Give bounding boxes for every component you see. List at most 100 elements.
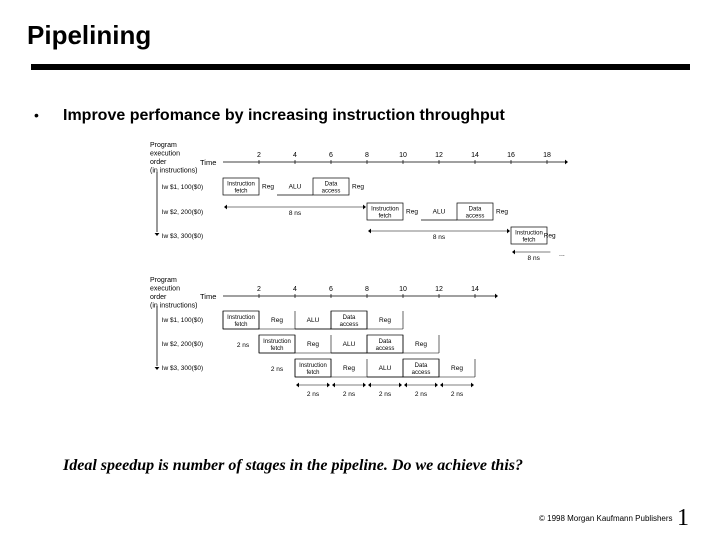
top-interval-arrow [224, 204, 227, 210]
top-instruction-fetch-box [366, 202, 404, 221]
top-data-access-box [456, 202, 494, 221]
top-instruction-fetch-label: Instruction [227, 182, 255, 188]
bottom-data-access-label: Data [415, 363, 428, 369]
top-tick-label: 8 [365, 152, 369, 159]
bottom-instruction-label: lw $2, 200($0) [162, 341, 203, 348]
top-interval-arrow [363, 204, 366, 210]
bottom-instruction-fetch-label: fetch [270, 346, 283, 352]
bottom-tick-label: 10 [399, 286, 407, 293]
top-interval-label: 8 ns [289, 210, 302, 217]
top-axis-header-line: order [150, 159, 167, 166]
top-reg-label: Reg [544, 233, 556, 240]
top-data-access-label: Data [469, 207, 482, 213]
bottom-instruction-fetch-label: fetch [234, 322, 247, 328]
bottom-offset-label: 2 ns [271, 366, 284, 373]
bottom-reg-label: Reg [307, 341, 319, 348]
top-alu-label: ALU [433, 209, 446, 216]
bottom-interval-arrow [435, 382, 438, 388]
top-ellipsis: ... [559, 251, 565, 258]
bullet-text: Improve perfomance by increasing instruc… [63, 107, 505, 124]
bottom-axis-header-line: execution [150, 286, 180, 293]
bottom-data-access-label: Data [379, 339, 392, 345]
top-time-label: Time [200, 158, 216, 167]
bottom-instruction-fetch-label: Instruction [227, 315, 255, 321]
top-interval-arrow [512, 249, 515, 255]
bottom-data-access-label: access [412, 370, 431, 376]
bottom-time-label: Time [200, 292, 216, 301]
top-reg-label: Reg [496, 209, 508, 216]
top-interval-label: 8 ns [433, 234, 446, 241]
bottom-time-axis-arrow [495, 293, 498, 299]
page-number: 1 [677, 505, 689, 531]
bottom-axis-header-line: Program [150, 277, 177, 284]
bottom-instruction-fetch-label: fetch [306, 370, 319, 376]
top-instruction-label: lw $2, 200($0) [162, 209, 203, 216]
bottom-axis-header-line: order [150, 294, 167, 301]
bottom-interval-arrow [404, 382, 407, 388]
top-instruction-fetch-label: fetch [378, 214, 391, 220]
top-interval-arrow [507, 228, 510, 234]
top-data-access-label: access [466, 214, 485, 220]
bottom-interval-arrow [327, 382, 330, 388]
top-interval-arrow [368, 228, 371, 234]
bottom-alu-label: ALU [343, 341, 356, 348]
bottom-interval-label: 2 ns [415, 391, 428, 398]
top-order-axis-arrow [154, 233, 160, 236]
top-tick-label: 18 [543, 152, 551, 159]
bottom-reg-label: Reg [451, 365, 463, 372]
bottom-interval-arrow [332, 382, 335, 388]
bottom-data-access-label: access [340, 322, 359, 328]
top-axis-header-line: execution [150, 151, 180, 158]
top-tick-label: 10 [399, 152, 407, 159]
bottom-tick-label: 6 [329, 286, 333, 293]
top-instruction-fetch-label: Instruction [371, 207, 399, 213]
bottom-tick-label: 12 [435, 286, 443, 293]
bottom-interval-arrow [363, 382, 366, 388]
bottom-tick-label: 4 [293, 286, 297, 293]
bottom-instruction-fetch-label: Instruction [263, 339, 291, 345]
bottom-tick-label: 8 [365, 286, 369, 293]
top-reg-label: Reg [262, 184, 274, 191]
top-instruction-label: lw $3, 300($0) [162, 233, 203, 240]
top-data-access-label: Data [325, 182, 338, 188]
top-tick-label: 12 [435, 152, 443, 159]
bottom-interval-arrow [296, 382, 299, 388]
top-axis-header-line: Program [150, 142, 177, 149]
bottom-reg-label: Reg [271, 317, 283, 324]
copyright: © 1998 Morgan Kaufmann Publishers [539, 514, 673, 523]
bottom-data-access-label: access [376, 346, 395, 352]
top-alu-label: ALU [289, 184, 302, 191]
bottom-instruction-label: lw $1, 100($0) [162, 317, 203, 324]
top-tick-label: 14 [471, 152, 479, 159]
bottom-reg-label: Reg [343, 365, 355, 372]
bottom-interval-arrow [471, 382, 474, 388]
caption: Ideal speedup is number of stages in the… [63, 457, 523, 474]
bottom-interval-label: 2 ns [343, 391, 356, 398]
slide-title: Pipelining [27, 20, 152, 50]
bottom-interval-label: 2 ns [379, 391, 392, 398]
bottom-interval-label: 2 ns [307, 391, 320, 398]
bottom-interval-arrow [399, 382, 402, 388]
top-axis-header-line: (in instructions) [150, 168, 197, 175]
bottom-instruction-label: lw $3, 300($0) [162, 365, 203, 372]
bottom-interval-arrow [440, 382, 443, 388]
bottom-reg-label: Reg [379, 317, 391, 324]
top-interval-label: 8 ns [528, 255, 541, 262]
top-instruction-fetch-label: fetch [234, 189, 247, 195]
bottom-reg-label: Reg [415, 341, 427, 348]
bottom-interval-arrow [368, 382, 371, 388]
title-rule [31, 64, 690, 70]
top-instruction-fetch-box [222, 177, 260, 196]
top-instruction-fetch-label: fetch [522, 238, 535, 244]
top-reg-label: Reg [352, 184, 364, 191]
top-tick-label: 6 [329, 152, 333, 159]
bottom-order-axis-arrow [154, 367, 160, 370]
top-data-access-box [312, 177, 350, 196]
top-time-axis-arrow [565, 159, 568, 165]
top-tick-label: 2 [257, 152, 261, 159]
bottom-tick-label: 14 [471, 286, 479, 293]
top-instruction-fetch-box [510, 226, 548, 245]
top-instruction-fetch-label: Instruction [515, 231, 543, 237]
bottom-tick-label: 2 [257, 286, 261, 293]
